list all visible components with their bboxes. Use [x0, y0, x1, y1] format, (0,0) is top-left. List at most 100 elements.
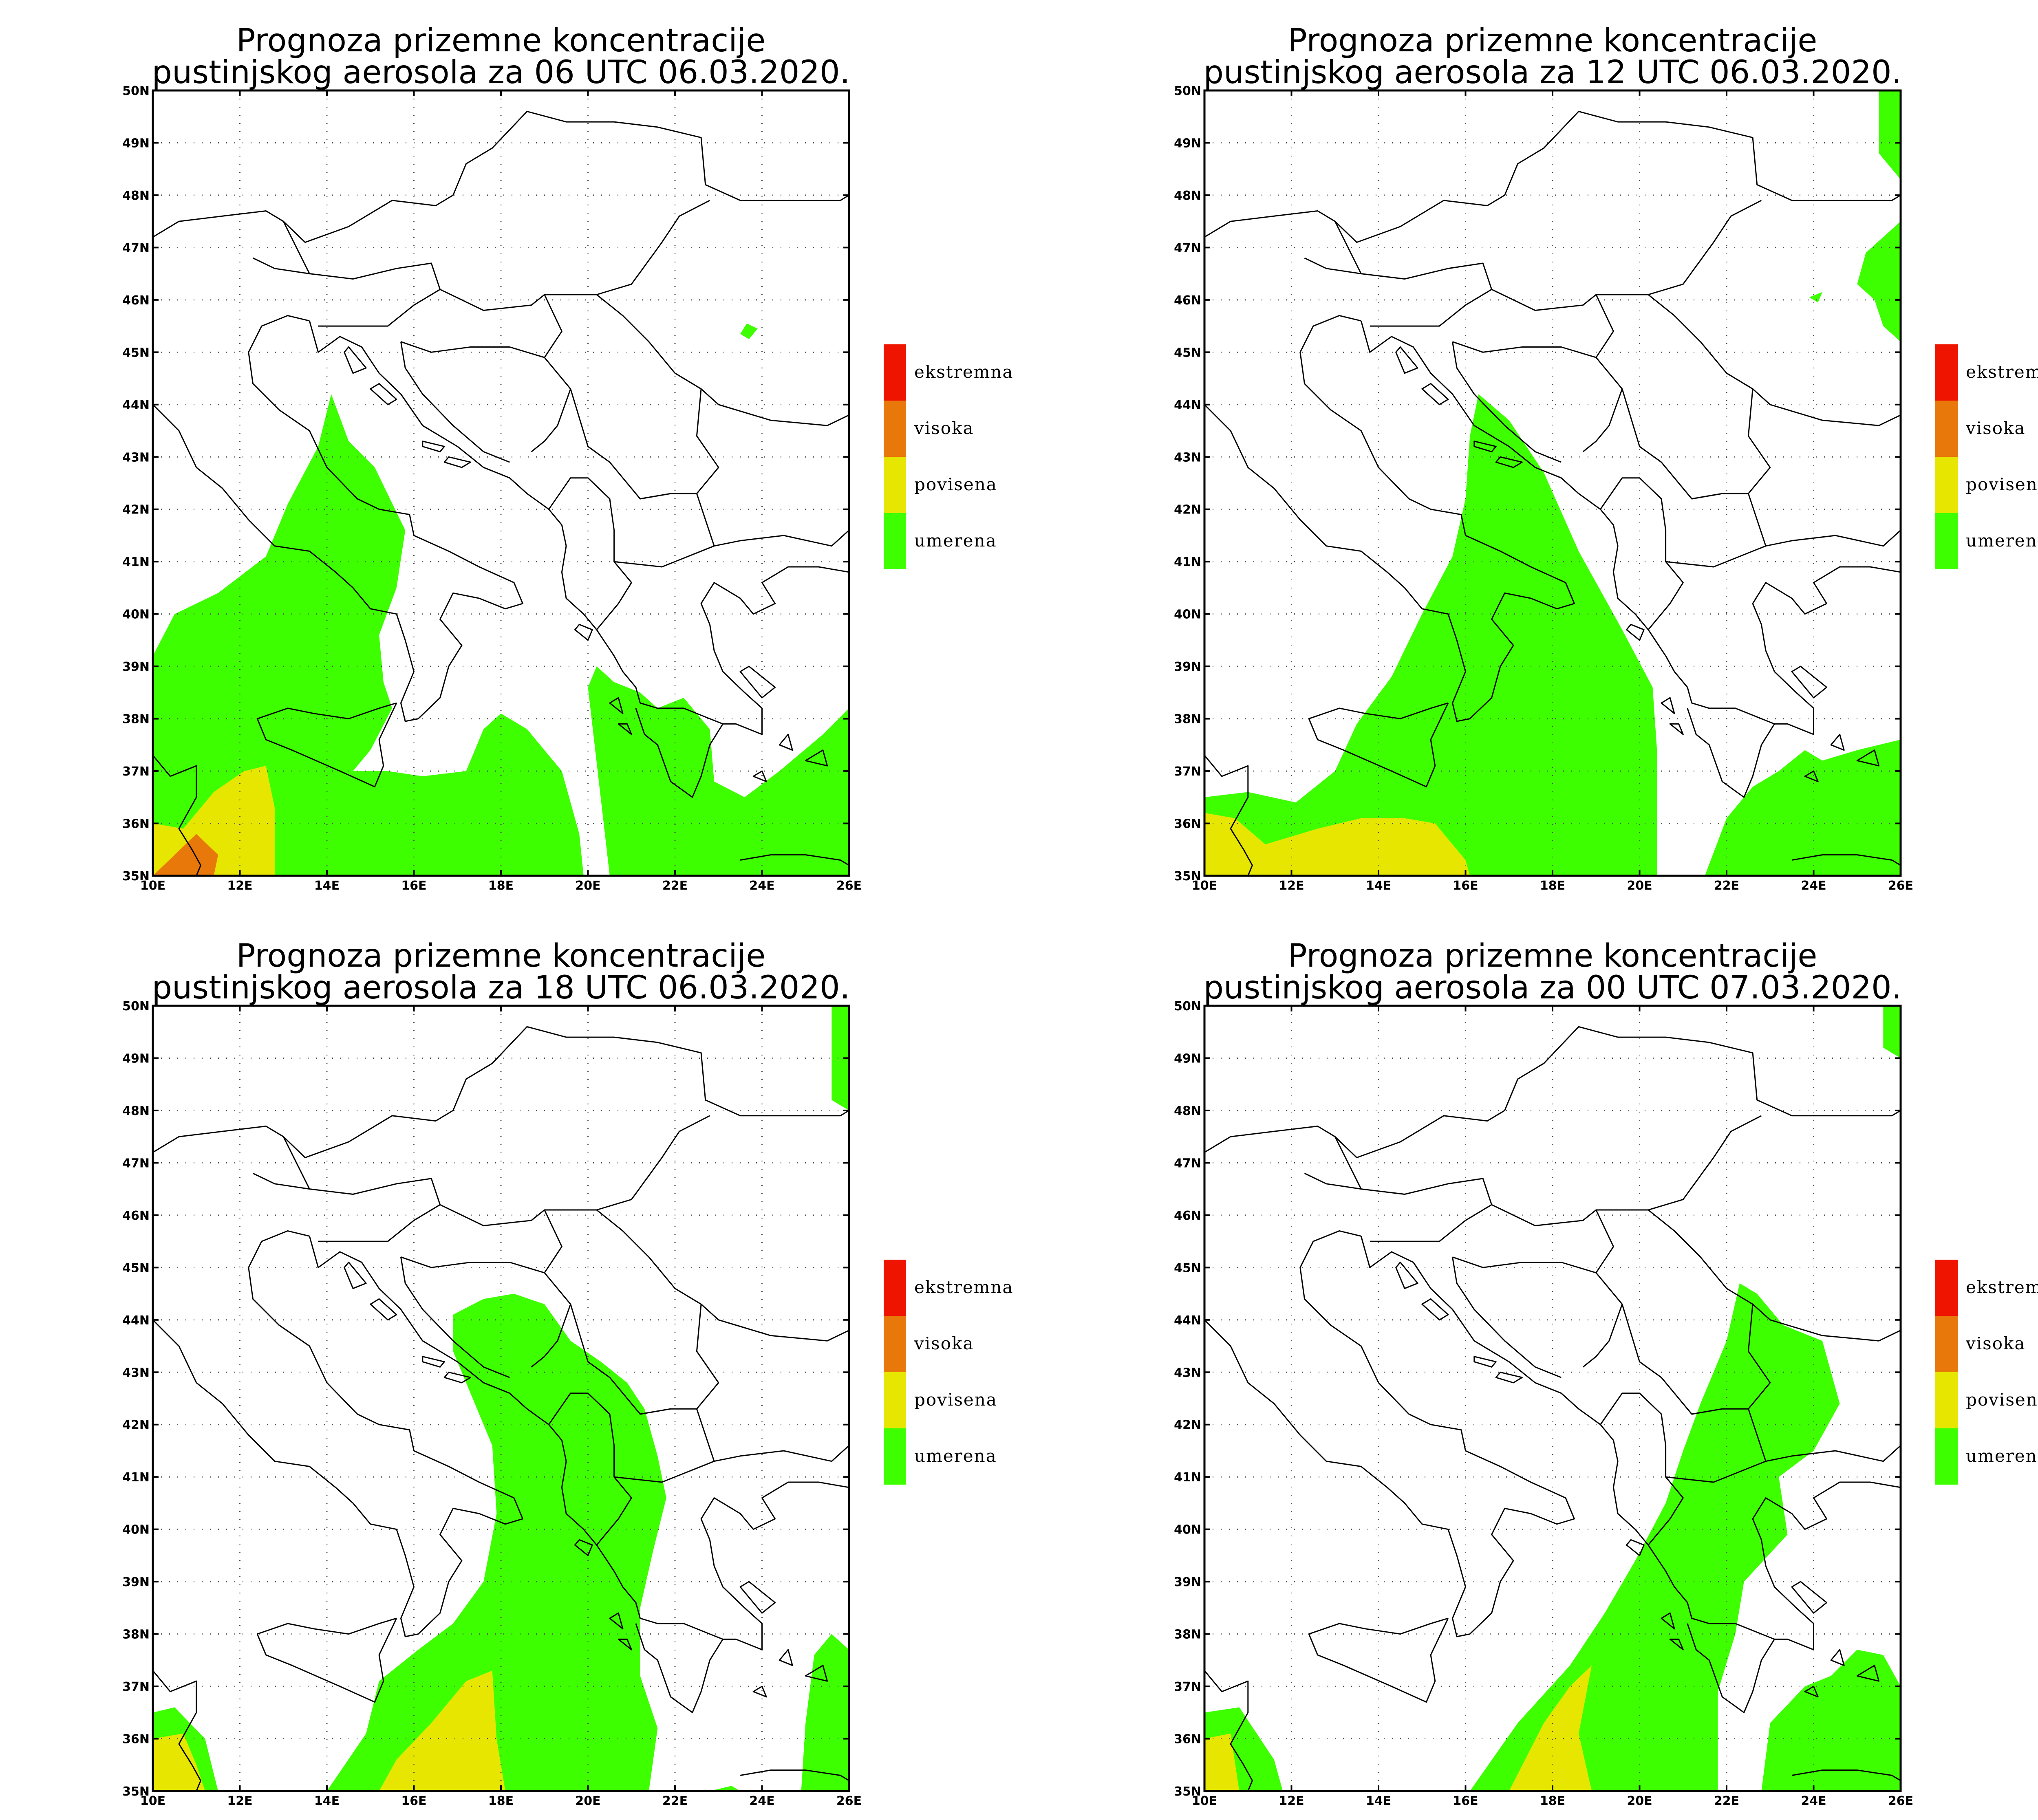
legend: ekstremna visoka povisena umerena: [884, 1260, 1013, 1485]
lat-tick-label: 37N: [122, 765, 150, 779]
lat-tick-label: 38N: [1174, 1628, 1201, 1642]
lat-tick-label: 36N: [1174, 817, 1201, 831]
coastline: [1791, 854, 1901, 866]
lon-tick-label: 26E: [836, 879, 862, 893]
concentration-region-umerena: [1883, 1006, 1901, 1058]
lat-tick-label: 43N: [122, 1366, 150, 1380]
map-area: [1204, 1006, 1901, 1791]
lat-tick-label: 47N: [1174, 1156, 1201, 1170]
lat-tick-label: 41N: [122, 1470, 150, 1485]
island: [752, 1686, 767, 1698]
island: [1495, 1371, 1523, 1384]
legend-label-umerena: umerena: [914, 1446, 997, 1466]
coastline: [153, 315, 523, 722]
coastline: [700, 566, 849, 735]
country-border: [1304, 1136, 1362, 1190]
island: [739, 665, 776, 698]
country-border: [1692, 1408, 1723, 1415]
lat-tick-label: 48N: [1174, 189, 1201, 203]
island: [574, 624, 593, 641]
lat-tick-label: 37N: [122, 1680, 150, 1694]
island: [618, 1638, 632, 1650]
island: [1830, 734, 1845, 751]
country-border: [570, 388, 697, 500]
lon-tick-label: 18E: [1540, 1794, 1565, 1808]
panel-title-line1: Prognoza prizemne koncentracije: [1288, 22, 1817, 59]
lat-tick-label: 44N: [1174, 1313, 1201, 1328]
island: [1495, 456, 1523, 468]
legend-label-umerena: umerena: [914, 531, 997, 551]
country-border: [1304, 221, 1362, 275]
island: [1804, 1686, 1819, 1698]
concentration-region-umerena: [1761, 1650, 1901, 1791]
coastline: [1204, 755, 1253, 876]
island: [370, 1298, 397, 1321]
lon-tick-label: 24E: [1801, 879, 1826, 893]
lon-tick-label: 12E: [1279, 1794, 1304, 1808]
lon-tick-label: 22E: [662, 879, 688, 893]
country-border: [252, 1136, 310, 1190]
legend-swatch-povisena: [1935, 457, 1958, 513]
legend-label-povisena: povisena: [914, 1390, 997, 1410]
lat-tick-label: 39N: [1174, 660, 1201, 674]
country-border: [640, 1408, 671, 1415]
map-area: [153, 90, 849, 876]
country-border: [400, 342, 510, 463]
island: [779, 1649, 793, 1666]
lat-tick-label: 45N: [1174, 346, 1201, 360]
concentration-region-umerena: [740, 323, 758, 339]
concentration-region-umerena: [153, 394, 584, 876]
lat-tick-label: 38N: [122, 1628, 150, 1642]
country-border: [252, 221, 310, 275]
lon-tick-label: 24E: [1801, 1794, 1826, 1808]
island: [1395, 1262, 1418, 1289]
legend-label-povisena: povisena: [914, 474, 997, 494]
lat-tick-label: 36N: [122, 817, 150, 831]
legend: ekstremna visoka povisena umerena: [884, 344, 1013, 569]
legend-swatch-povisena: [884, 457, 906, 513]
legend-swatch-umerena: [884, 513, 906, 569]
panel-title-line1: Prognoza prizemne koncentracije: [236, 938, 766, 974]
lon-tick-label: 16E: [401, 879, 426, 893]
legend-label-visoka: visoka: [914, 418, 974, 438]
lat-tick-label: 48N: [122, 189, 150, 203]
lon-tick-label: 20E: [1627, 1794, 1652, 1808]
lon-tick-label: 18E: [488, 1794, 514, 1808]
lon-tick-label: 22E: [1714, 879, 1739, 893]
lon-tick-label: 20E: [1627, 879, 1652, 893]
lat-tick-label: 42N: [122, 1418, 150, 1432]
legend-swatch-umerena: [1935, 1428, 1958, 1485]
lat-tick-label: 43N: [1174, 1366, 1201, 1380]
lat-tick-label: 44N: [122, 1313, 150, 1328]
legend-swatch-ekstremna: [1935, 1260, 1958, 1316]
island: [1661, 697, 1675, 714]
legend-swatch-umerena: [884, 1428, 906, 1485]
lon-tick-label: 26E: [836, 1794, 862, 1808]
country-border: [1665, 1461, 1766, 1483]
concentration-region-umerena: [327, 1293, 666, 1791]
island: [618, 723, 632, 735]
legend-swatch-povisena: [884, 1372, 906, 1428]
coastline: [700, 1481, 849, 1650]
lat-tick-label: 48N: [1174, 1104, 1201, 1118]
island: [609, 1612, 624, 1630]
legend-swatch-visoka: [1935, 1316, 1958, 1372]
country-border: [153, 1026, 849, 1159]
legend: ekstremna visoka povisena umerena: [1935, 344, 2038, 569]
country-border: [1692, 493, 1723, 500]
island: [1791, 1581, 1827, 1614]
concentration-region-umerena: [801, 1634, 849, 1791]
lat-tick-label: 48N: [122, 1104, 150, 1118]
concentration-region-povisena: [1204, 1733, 1240, 1791]
lon-tick-label: 18E: [488, 879, 514, 893]
island: [609, 697, 624, 714]
island: [739, 1581, 776, 1614]
country-border: [153, 110, 849, 243]
lon-tick-label: 18E: [1540, 879, 1565, 893]
lat-tick-label: 36N: [1174, 1732, 1201, 1747]
geographic-lines: [153, 1026, 849, 1791]
lat-tick-label: 42N: [1174, 1418, 1201, 1432]
coastline: [740, 854, 849, 866]
lat-tick-label: 40N: [122, 1523, 150, 1537]
coastline: [1752, 1481, 1901, 1650]
